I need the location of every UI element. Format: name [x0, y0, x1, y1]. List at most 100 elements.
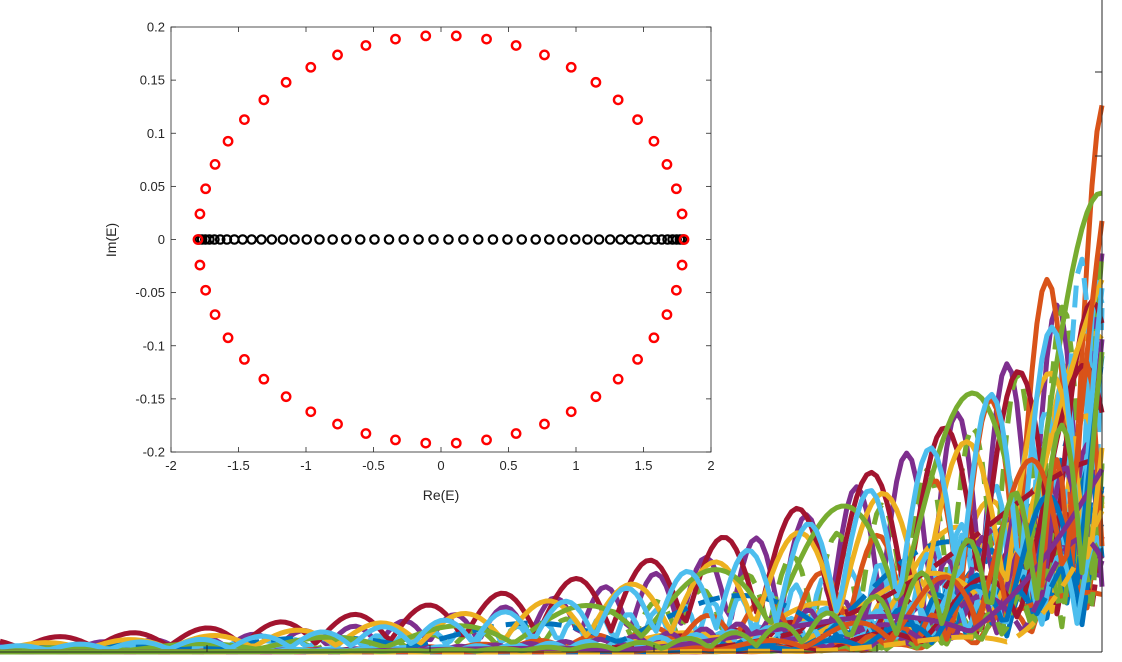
red-data-point — [612, 94, 624, 106]
inset-points — [192, 30, 690, 449]
red-data-point — [676, 259, 688, 271]
red-data-point — [590, 391, 602, 403]
red-data-point — [510, 428, 522, 439]
y-tick-label: 0.15 — [140, 73, 165, 88]
background-axes — [0, 0, 1103, 653]
red-data-point — [661, 159, 673, 170]
y-tick-label: -0.2 — [143, 445, 165, 460]
red-data-point — [670, 183, 682, 195]
red-data-point — [258, 373, 270, 385]
black-data-point — [398, 234, 410, 245]
red-data-point — [539, 418, 550, 430]
black-data-point — [214, 234, 226, 245]
red-data-point — [192, 234, 204, 245]
black-data-point — [530, 234, 542, 245]
x-tick-label: -1.5 — [227, 458, 249, 473]
red-data-point — [390, 33, 401, 45]
red-data-point — [222, 332, 234, 344]
red-data-point — [332, 418, 343, 430]
y-tick-label: -0.15 — [135, 391, 165, 406]
black-data-point — [458, 234, 469, 245]
black-data-point — [472, 234, 484, 245]
black-data-point — [428, 234, 439, 245]
black-data-point — [667, 234, 678, 245]
red-data-point — [194, 208, 206, 220]
black-data-point — [327, 234, 338, 245]
red-data-point — [510, 40, 522, 51]
background-curve — [0, 287, 1105, 653]
red-data-point — [450, 437, 462, 449]
red-data-point — [565, 61, 577, 73]
x-tick-label: -1 — [300, 458, 312, 473]
black-data-point — [383, 234, 395, 245]
x-tick-label: 1.5 — [634, 458, 652, 473]
red-data-point — [590, 76, 602, 88]
red-data-point — [200, 284, 212, 296]
red-data-point — [200, 183, 212, 195]
black-data-point — [443, 234, 454, 245]
x-axis-label: Re(E) — [423, 487, 460, 503]
inset-scatter-plot: -2 -1.5 -1 -0.5 0 0.5 1 1.5 2 -0.2 -0.15 -0.1 -0.05 0… — [103, 20, 715, 504]
red-data-point — [648, 332, 660, 344]
black-data-point — [314, 234, 325, 245]
red-data-point — [194, 259, 206, 271]
red-data-point — [305, 61, 317, 73]
inset-plot-area — [170, 26, 712, 453]
inset-ticks: -2 -1.5 -1 -0.5 0 0.5 1 1.5 2 -0.2 -0.15 -0.1 -0.05 0… — [135, 20, 714, 474]
red-data-point — [258, 94, 270, 106]
red-data-point — [222, 135, 234, 147]
y-tick-label: 0.2 — [147, 20, 165, 35]
black-data-point — [662, 234, 673, 245]
red-data-point — [678, 234, 690, 245]
black-data-point — [413, 234, 424, 245]
black-data-point — [487, 234, 499, 245]
y-tick-label: -0.05 — [135, 285, 165, 300]
red-data-point — [280, 391, 292, 403]
red-data-point — [390, 434, 401, 446]
red-data-point — [481, 434, 492, 446]
x-tick-label: 1 — [572, 458, 579, 473]
red-data-point — [670, 284, 682, 296]
black-data-point — [204, 234, 215, 245]
red-data-point — [565, 406, 577, 418]
red-data-point — [481, 33, 492, 45]
black-data-point — [593, 234, 605, 245]
red-data-point — [632, 354, 643, 365]
red-data-point — [239, 114, 250, 125]
y-axis-label: Im(E) — [103, 223, 119, 257]
red-data-point — [360, 40, 372, 51]
red-data-point — [420, 437, 432, 449]
red-data-point — [209, 159, 221, 170]
red-data-point — [612, 373, 624, 385]
black-data-point — [615, 234, 626, 245]
black-data-point — [256, 234, 267, 245]
black-data-point — [301, 234, 313, 245]
background-curve — [0, 489, 1105, 653]
black-data-point — [656, 234, 668, 245]
black-data-point — [516, 234, 528, 245]
black-data-point — [557, 234, 568, 245]
black-data-point — [340, 234, 352, 245]
red-data-point — [420, 30, 432, 42]
red-data-point — [239, 354, 250, 365]
x-tick-label: -0.5 — [362, 458, 384, 473]
black-data-point — [625, 234, 636, 245]
red-data-point — [305, 406, 317, 418]
black-data-point — [604, 234, 616, 245]
black-data-point — [266, 234, 278, 245]
black-data-point — [221, 234, 233, 245]
y-tick-label: 0 — [158, 232, 165, 247]
y-tick-label: 0.05 — [140, 179, 165, 194]
red-data-point — [539, 49, 550, 61]
red-data-point — [632, 114, 643, 125]
black-data-point — [369, 234, 380, 245]
black-data-point — [544, 234, 555, 245]
x-tick-label: -2 — [165, 458, 177, 473]
red-data-point — [209, 309, 221, 320]
red-data-point — [360, 428, 372, 439]
background-line-plot — [0, 0, 1105, 655]
red-data-point — [648, 135, 660, 147]
y-tick-label: -0.1 — [143, 338, 165, 353]
black-data-point — [289, 234, 300, 245]
